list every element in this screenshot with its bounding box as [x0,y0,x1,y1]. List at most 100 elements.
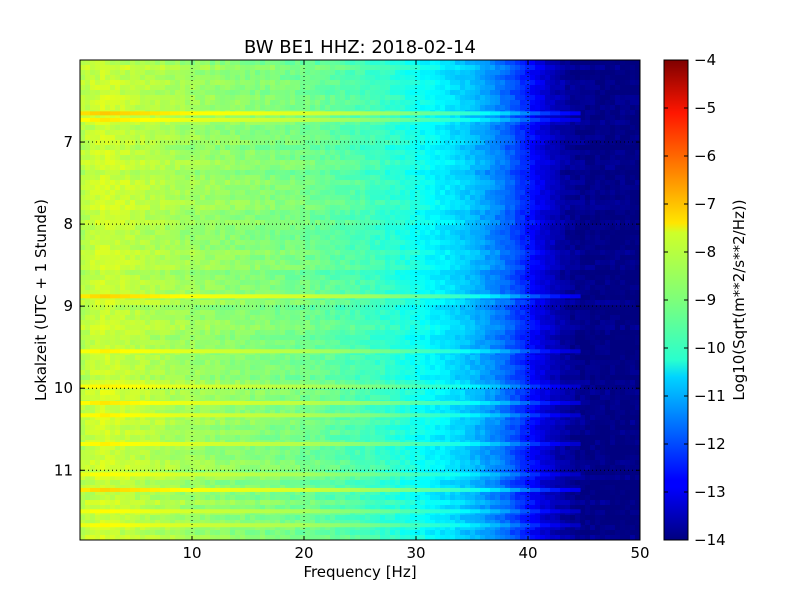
spectrogram-cell [365,200,371,206]
spectrogram-cell [330,260,336,266]
spectrogram-cell [405,165,411,171]
spectrogram-cell [550,100,556,106]
spectrogram-cell [585,235,591,241]
spectrogram-cell [485,225,491,231]
spectrogram-cell [105,160,111,166]
spectrogram-cell [340,120,346,126]
spectrogram-cell [465,125,471,131]
spectrogram-cell [100,190,106,196]
spectrogram-cell [195,235,201,241]
spectrogram-cell [360,275,366,281]
spectrogram-cell [280,150,286,156]
spectrogram-cell [405,175,411,181]
spectrogram-cell [550,270,556,276]
spectrogram-cell [460,125,466,131]
spectrogram-cell [410,200,416,206]
spectrogram-cell [560,75,566,81]
spectrogram-cell [500,205,506,211]
spectrogram-cell [225,260,231,266]
spectrogram-cell [140,240,146,246]
spectrogram-cell [255,240,261,246]
spectrogram-cell [430,100,436,106]
spectrogram-cell [575,170,581,176]
spectrogram-cell [275,265,281,271]
spectrogram-cell [380,215,386,221]
spectrogram-cell [405,265,411,271]
spectrogram-cell [95,155,101,161]
spectrogram-cell [620,260,626,266]
spectrogram-cell [595,100,601,106]
spectrogram-cell [280,90,286,96]
spectrogram-cell [265,200,271,206]
spectrogram-cell [635,190,640,196]
spectrogram-cell [335,235,341,241]
spectrogram-cell [195,245,201,251]
spectrogram-cell [625,140,631,146]
spectrogram-cell [160,140,166,146]
spectrogram-cell [630,150,636,156]
spectrogram-cell [185,265,191,271]
spectrogram-cell [250,280,256,286]
spectrogram-cell [575,150,581,156]
spectrogram-cell [270,100,276,106]
spectrogram-cell [600,265,606,271]
spectrogram-cell [600,185,606,191]
spectrogram-cell [80,240,86,246]
spectrogram-cell [260,120,266,126]
spectrogram-cell [80,215,86,221]
spectrogram-cell [110,210,116,216]
spectrogram-cell [270,160,276,166]
spectrogram-cell [635,250,640,256]
spectrogram-cell [245,85,251,91]
spectrogram-cell [240,255,246,261]
spectrogram-cell [450,210,456,216]
spectrogram-cell [440,255,446,261]
spectrogram-cell [485,90,491,96]
spectrogram-cell [455,265,461,271]
spectrogram-cell [510,190,516,196]
spectrogram-cell [310,280,316,286]
spectrogram-cell [250,70,256,76]
spectrogram-cell [120,195,126,201]
spectrogram-cell [225,275,231,281]
spectrogram-cell [375,140,381,146]
spectrogram-cell [95,245,101,251]
spectrogram-cell [385,210,391,216]
spectrogram-cell [345,70,351,76]
spectrogram-cell [305,275,311,281]
spectrogram-cell [115,105,121,111]
spectrogram-cell [485,150,491,156]
spectrogram-cell [415,150,421,156]
spectrogram-cell [250,135,256,141]
spectrogram-cell [160,160,166,166]
spectrogram-cell [350,255,356,261]
spectrogram-cell [485,200,491,206]
spectrogram-cell [365,240,371,246]
spectrogram-cell [160,130,166,136]
spectrogram-cell [575,90,581,96]
spectrogram-cell [220,250,226,256]
spectrogram-cell [165,130,171,136]
spectrogram-cell [500,145,506,151]
spectrogram-cell [320,140,326,146]
spectrogram-cell [445,185,451,191]
spectrogram-cell [90,165,96,171]
spectrogram-cell [230,130,236,136]
spectrogram-cell [175,245,181,251]
spectrogram-cell [550,200,556,206]
spectrogram-cell [490,150,496,156]
spectrogram-cell [120,250,126,256]
spectrogram-cell [420,280,426,286]
spectrogram-cell [320,80,326,86]
spectrogram-cell [175,135,181,141]
spectrogram-cell [585,180,591,186]
spectrogram-cell [400,135,406,141]
spectrogram-cell [595,180,601,186]
spectrogram-cell [300,125,306,131]
spectrogram-cell [90,250,96,256]
spectrogram-cell [525,120,531,126]
spectrogram-cell [165,260,171,266]
spectrogram-cell [285,70,291,76]
spectrogram-cell [620,80,626,86]
spectrogram-cell [525,115,531,121]
